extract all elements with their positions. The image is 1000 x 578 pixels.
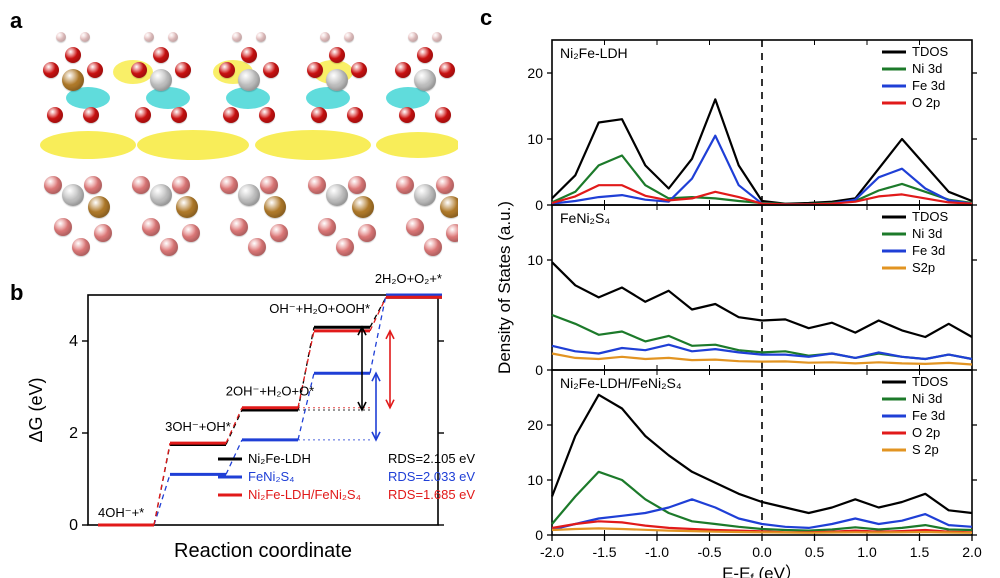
- svg-text:0.5: 0.5: [805, 544, 825, 560]
- svg-text:10: 10: [527, 472, 543, 488]
- svg-text:-2.0: -2.0: [540, 544, 564, 560]
- svg-text:S2p: S2p: [912, 260, 935, 275]
- svg-text:Ni 3d: Ni 3d: [912, 391, 942, 406]
- svg-text:Ni₂Fe-LDH: Ni₂Fe-LDH: [560, 45, 628, 61]
- svg-text:Density of States (a.u.): Density of States (a.u.): [495, 201, 514, 374]
- svg-text:1.5: 1.5: [910, 544, 930, 560]
- svg-text:FeNi₂S₄: FeNi₂S₄: [560, 210, 610, 226]
- svg-text:Ni 3d: Ni 3d: [912, 61, 942, 76]
- svg-text:2.0: 2.0: [962, 544, 982, 560]
- svg-text:0: 0: [535, 527, 543, 543]
- svg-text:-0.5: -0.5: [697, 544, 721, 560]
- svg-text:0.0: 0.0: [752, 544, 772, 560]
- svg-text:Fe 3d: Fe 3d: [912, 408, 945, 423]
- svg-text:Ni₂Fe-LDH/FeNi₂S₄: Ni₂Fe-LDH/FeNi₂S₄: [560, 375, 682, 391]
- svg-text:10: 10: [527, 252, 543, 268]
- svg-text:0: 0: [535, 197, 543, 213]
- svg-text:TDOS: TDOS: [912, 209, 948, 224]
- svg-text:10: 10: [527, 131, 543, 147]
- svg-text:Ni 3d: Ni 3d: [912, 226, 942, 241]
- svg-text:TDOS: TDOS: [912, 44, 948, 59]
- svg-text:Fe 3d: Fe 3d: [912, 243, 945, 258]
- panel-c-chart: Density of States (a.u.) 0 10 20 Ni₂Fe-LDH TD…: [0, 0, 1000, 578]
- svg-text:-1.0: -1.0: [645, 544, 669, 560]
- svg-text:1.0: 1.0: [857, 544, 877, 560]
- svg-text:TDOS: TDOS: [912, 374, 948, 389]
- svg-text:-1.5: -1.5: [592, 544, 616, 560]
- svg-text:20: 20: [527, 65, 543, 81]
- svg-text:Fe 3d: Fe 3d: [912, 78, 945, 93]
- svg-text:0: 0: [535, 362, 543, 378]
- svg-text:E-Ef (eV）: E-Ef (eV）: [722, 564, 802, 578]
- svg-text:20: 20: [527, 417, 543, 433]
- svg-text:S 2p: S 2p: [912, 442, 939, 457]
- svg-text:O 2p: O 2p: [912, 95, 940, 110]
- svg-text:O 2p: O 2p: [912, 425, 940, 440]
